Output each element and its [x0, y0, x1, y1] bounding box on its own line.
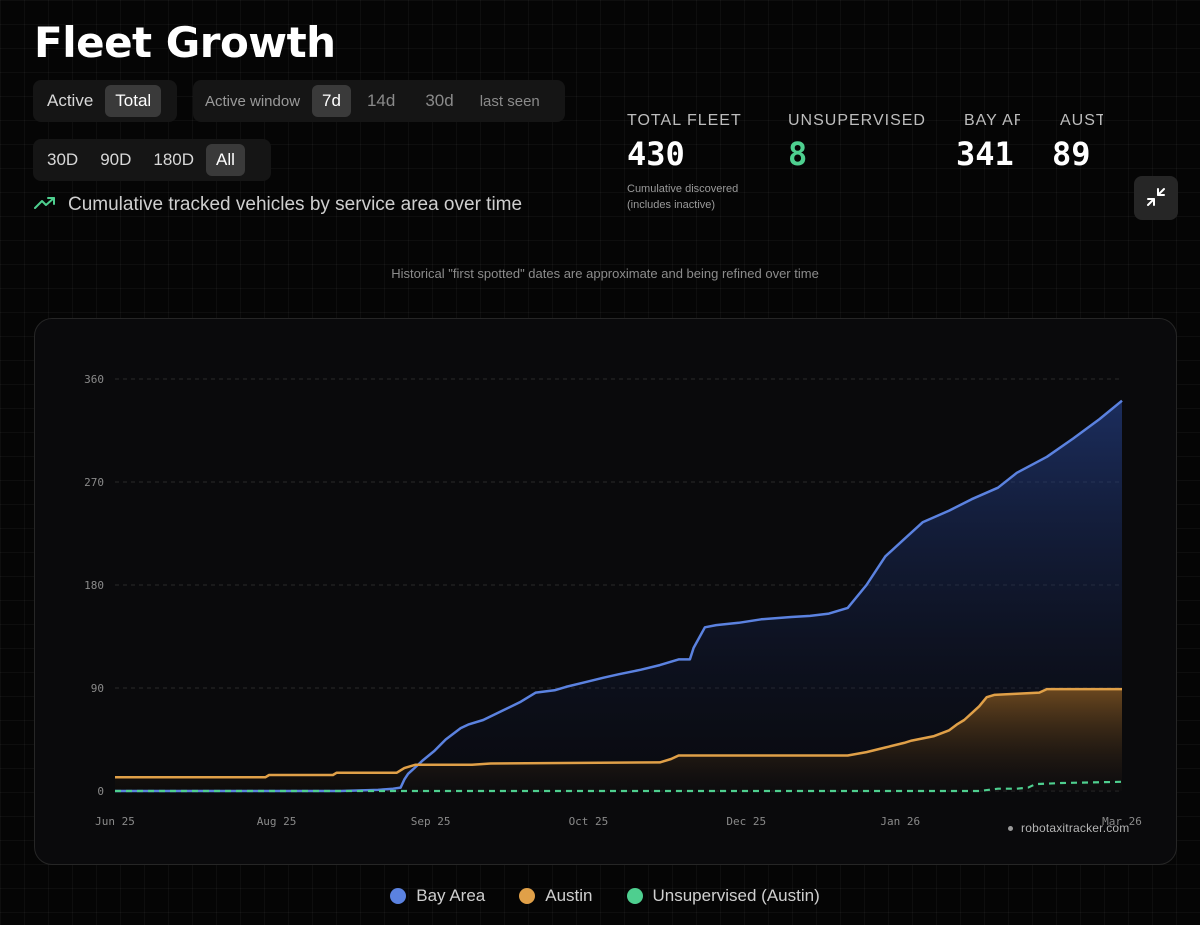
active-window-selector: Active window 7d 14d 30d last seen: [193, 80, 565, 122]
line-austin[interactable]: [115, 687, 1122, 779]
stat-total-note-line1: Cumulative discovered: [627, 183, 739, 195]
total-mode-button[interactable]: Total: [105, 85, 162, 117]
stat-bay-label: BAY AREA: [964, 112, 1020, 129]
range-90d-button[interactable]: 90D: [90, 144, 141, 176]
trending-up-icon: [34, 194, 56, 216]
stat-austin: AUSTIN: [1060, 112, 1103, 130]
chart-subtitle: Cumulative tracked vehicles by service a…: [34, 194, 522, 216]
x-tick-label: Dec 25: [726, 815, 766, 828]
collapse-button[interactable]: [1134, 176, 1178, 220]
x-tick-label: Jun 25: [95, 815, 135, 828]
y-tick-label: 90: [91, 682, 104, 695]
watermark: robotaxitracker.com: [1008, 821, 1130, 835]
legend-dot-icon: [390, 888, 407, 904]
mode-toggle: Active Total: [33, 80, 177, 122]
legend-item-bay-area[interactable]: Bay Area: [390, 886, 485, 906]
area-austin: [115, 689, 1122, 791]
page-title: Fleet Growth: [34, 18, 336, 67]
legend-label: Austin: [545, 886, 593, 905]
stat-total-fleet: TOTAL FLEET 430 Cumulative discovered (i…: [627, 112, 767, 214]
stat-total-note: Cumulative discovered (includes inactive…: [627, 182, 767, 214]
window-7d-button[interactable]: 7d: [312, 85, 351, 117]
x-tick-label: Mar 26: [1102, 815, 1142, 828]
collapse-icon: [1145, 186, 1167, 211]
x-tick-label: Sep 25: [411, 815, 451, 828]
stat-unsupervised-label: UNSUPERVISED: [788, 112, 926, 129]
watermark-text: robotaxitracker.com: [1021, 821, 1130, 835]
stat-total-value: 430: [627, 135, 685, 173]
disclaimer-text: Historical "first spotted" dates are app…: [391, 266, 819, 281]
line-unsupervised-austin[interactable]: [115, 780, 1123, 793]
legend-label: Unsupervised (Austin): [652, 886, 820, 905]
watermark-dot-icon: [1008, 825, 1013, 831]
legend-label: Bay Area: [416, 886, 486, 905]
legend-dot-icon: [519, 888, 536, 904]
range-180d-button[interactable]: 180D: [143, 144, 204, 176]
stat-austin-value-wrap: X 89: [1052, 112, 1091, 170]
y-tick-label: 360: [84, 373, 104, 386]
window-last-seen-button[interactable]: last seen: [470, 85, 550, 117]
range-all-button[interactable]: All: [206, 144, 245, 176]
y-tick-label: 180: [84, 579, 104, 592]
y-tick-label: 0: [97, 785, 104, 798]
area-bay-area: [115, 400, 1122, 791]
active-mode-button[interactable]: Active: [37, 85, 103, 117]
window-30d-button[interactable]: 30d: [411, 85, 467, 117]
legend-dot-icon: [626, 888, 643, 904]
window-14d-button[interactable]: 14d: [353, 85, 409, 117]
range-toggle: 30D 90D 180D All: [33, 139, 271, 181]
x-tick-label: Oct 25: [569, 815, 609, 828]
fleet-stats: TOTAL FLEET 430 Cumulative discovered (i…: [627, 112, 1103, 222]
legend-item-unsupervised[interactable]: Unsupervised (Austin): [626, 886, 820, 906]
stat-unsupervised-value: 8: [788, 135, 808, 173]
x-tick-label: Aug 25: [257, 815, 297, 828]
stat-unsupervised: UNSUPERVISED 8: [788, 112, 926, 170]
subtitle-text: Cumulative tracked vehicles by service a…: [68, 194, 523, 215]
line-bay-area[interactable]: [115, 399, 1123, 793]
stat-austin-label: AUSTIN: [1060, 112, 1103, 129]
stat-bay-value-wrap: X 341: [956, 112, 1014, 170]
stat-total-note-line2: (includes inactive): [627, 198, 716, 211]
stat-bay-area: BAY AREA: [964, 112, 1020, 130]
stat-total-label: TOTAL FLEET: [627, 112, 742, 129]
active-window-label: Active window: [205, 92, 301, 110]
stat-austin-value: 89: [1052, 135, 1091, 173]
legend-item-austin[interactable]: Austin: [519, 886, 593, 906]
range-30d-button[interactable]: 30D: [37, 144, 88, 176]
x-tick-label: Jan 26: [880, 815, 920, 828]
chart-legend: Bay Area Austin Unsupervised (Austin): [0, 886, 1200, 906]
stat-bay-value: 341: [956, 135, 1014, 173]
y-tick-label: 270: [84, 476, 104, 489]
